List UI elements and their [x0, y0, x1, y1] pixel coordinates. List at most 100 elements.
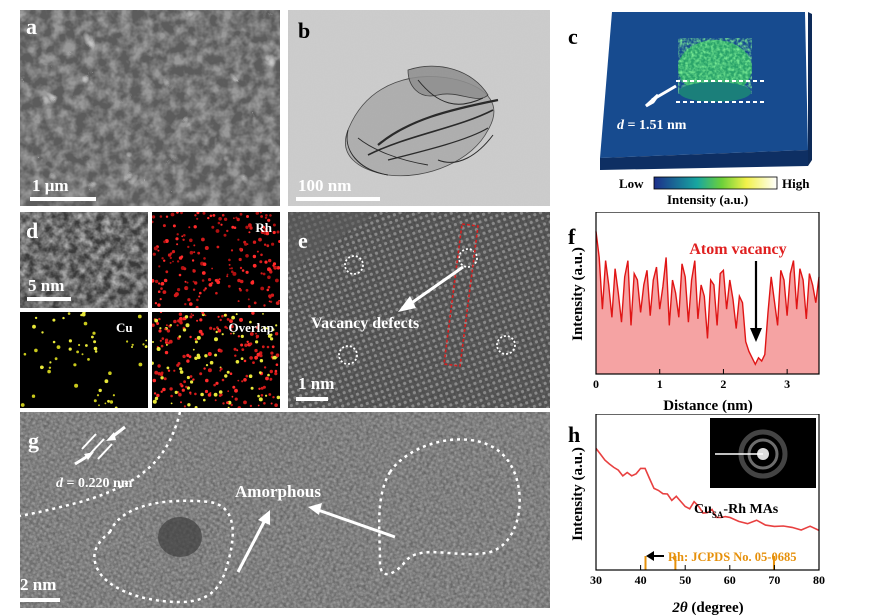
eds-dot: [56, 345, 61, 349]
eds-dot: [239, 212, 243, 216]
tem-texture: [288, 10, 550, 206]
eds-dot: [109, 400, 114, 404]
eds-dot: [219, 369, 222, 372]
eds-dot: [183, 405, 186, 408]
eds-dot: [267, 218, 271, 222]
eds-dot: [34, 348, 38, 353]
eds-dot: [170, 402, 173, 405]
eds-dot: [189, 315, 193, 319]
panel-b-scale-bar: [296, 197, 380, 201]
profile-fill: [596, 231, 819, 374]
panel-g-scale-bar: [20, 598, 60, 602]
eds-dot: [187, 298, 191, 302]
eds-dot: [81, 312, 86, 317]
eds-dot: [241, 348, 245, 351]
eds-dot: [187, 403, 191, 407]
eds-dot: [270, 351, 274, 355]
eds-dot: [258, 387, 261, 390]
eds-dot: [154, 302, 158, 305]
eds-dot: [158, 265, 161, 268]
eds-dot: [246, 243, 249, 245]
eds-dot: [158, 317, 161, 321]
eds-dot: [275, 266, 278, 269]
eds-dot: [154, 279, 159, 284]
eds-dot: [164, 350, 169, 355]
panel-e-scale-bar: [296, 397, 328, 401]
eds-dot: [237, 300, 240, 303]
eds-dot: [230, 403, 233, 407]
eds-dot: [223, 217, 228, 221]
profile-chart: 0 1 2 3 Distance (nm) Intensity (a.u.) Atom…: [570, 212, 820, 414]
eds-dot: [215, 330, 218, 334]
eds-dot: [217, 221, 221, 225]
eds-dot: [201, 271, 206, 275]
eds-dot: [205, 378, 209, 383]
eds-dot: [267, 275, 271, 280]
eds-dot: [218, 390, 223, 394]
eds-dot: [262, 313, 264, 315]
eds-dot: [262, 225, 266, 229]
eds-dot: [268, 300, 271, 303]
eds-dot: [270, 337, 274, 341]
eds-dot: [258, 371, 262, 374]
eds-dot: [163, 259, 166, 262]
panel-e-hrtem: e Vacancy defects 1 nm: [288, 212, 550, 408]
eds-dot: [114, 406, 118, 408]
eds-dot: [172, 224, 176, 228]
eds-dot: [163, 278, 168, 283]
eds-dot: [224, 374, 228, 378]
panel-d-haadf: d 5 nm: [20, 212, 148, 308]
eds-dot: [208, 283, 213, 287]
eds-dot: [255, 337, 258, 339]
eds-dot: [153, 246, 158, 251]
eds-dot: [234, 388, 238, 393]
g-d-spacing-label: d = 0.220 nm: [56, 476, 133, 491]
eds-dot: [207, 352, 212, 356]
eds-dot: [199, 291, 202, 295]
eds-dot: [142, 343, 145, 346]
eds-dot: [202, 312, 205, 315]
eds-dot: [249, 342, 253, 346]
d-spacing-label: d = 1.51 nm: [617, 118, 687, 133]
eds-dot: [164, 328, 167, 331]
eds-dot: [213, 392, 218, 397]
eds-dot: [209, 326, 213, 330]
panel-c-3d-map: c d = 1.51 nm Low High Intensi: [560, 0, 860, 210]
eds-dot: [159, 298, 162, 301]
eds-dot: [271, 328, 275, 332]
eds-dot: [152, 252, 156, 256]
eds-dot: [160, 344, 164, 348]
eds-dot: [260, 286, 265, 291]
eds-dot: [215, 381, 219, 385]
h-xtick-label: 30: [590, 573, 602, 587]
eds-dot: [194, 392, 197, 396]
eds-dot: [179, 382, 183, 386]
eds-dot: [243, 359, 247, 363]
eds-dot: [220, 223, 223, 226]
eds-dot: [218, 217, 222, 221]
eds-dot: [158, 329, 162, 333]
eds-dot: [183, 234, 186, 237]
eds-dot: [238, 257, 242, 262]
eds-dot: [252, 263, 257, 268]
eds-dot: [152, 215, 156, 219]
eds-dot: [257, 324, 260, 327]
eds-dot: [137, 314, 142, 319]
eds-dot: [196, 353, 200, 357]
panel-f-label: f: [568, 224, 576, 249]
eds-dot: [177, 288, 181, 292]
eds-dot: [176, 324, 179, 327]
eds-dot: [157, 364, 161, 368]
eds-dot: [209, 360, 214, 365]
eds-dot: [198, 295, 201, 298]
eds-dot: [207, 393, 212, 397]
eds-dot: [160, 287, 163, 290]
eds-dot: [189, 335, 192, 339]
eds-dot: [160, 376, 164, 380]
lattice-fringe-1: [81, 433, 97, 450]
eds-dot: [268, 258, 272, 263]
eds-dot: [233, 217, 235, 220]
eds-dot: [190, 313, 193, 315]
profile-line: [595, 231, 820, 366]
eds-dot: [204, 246, 209, 250]
